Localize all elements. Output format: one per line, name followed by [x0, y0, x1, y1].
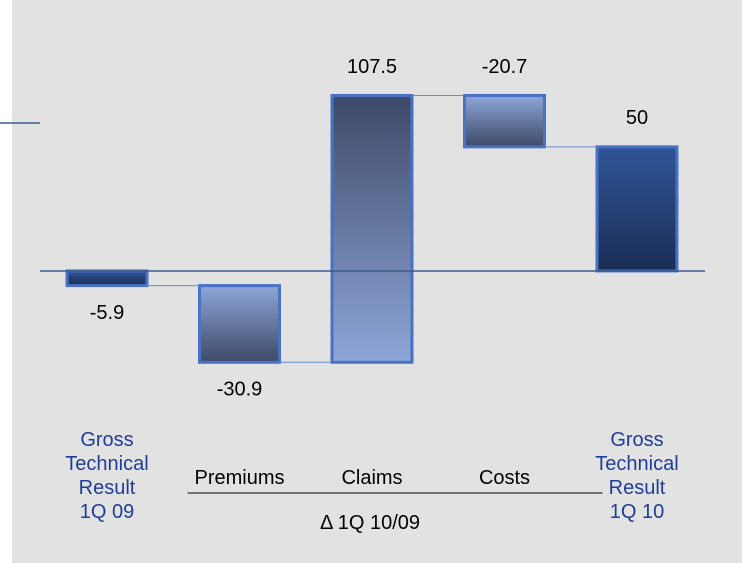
data-label: -5.9: [90, 302, 124, 324]
bar: [463, 93, 546, 149]
bar: [595, 145, 679, 273]
category-label: Costs: [478, 467, 531, 489]
group-label: Δ 1Q 10/09: [319, 512, 421, 534]
data-label: 50: [626, 107, 648, 129]
category-label: Claims: [341, 467, 403, 489]
bar: [198, 284, 281, 364]
data-label: -20.7: [482, 56, 528, 78]
category-label: Gross Technical Result 1Q 10: [595, 429, 679, 523]
bar: [65, 269, 149, 288]
bar: [330, 93, 414, 364]
data-label: -30.9: [217, 379, 263, 401]
category-label: Gross Technical Result 1Q 09: [65, 429, 149, 523]
data-label: 107.5: [347, 56, 397, 78]
category-label: Premiums: [194, 467, 285, 489]
